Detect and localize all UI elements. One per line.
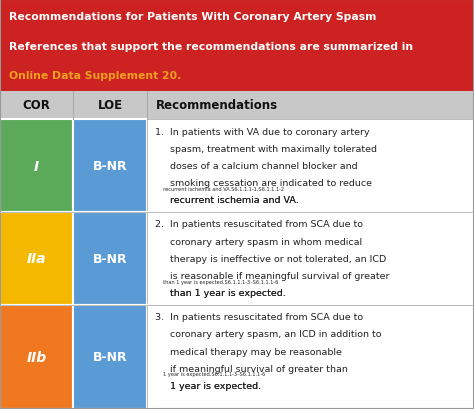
Text: smoking cessation are indicated to reduce: smoking cessation are indicated to reduc… [155, 179, 373, 188]
Text: than 1 year is expected.: than 1 year is expected. [155, 288, 286, 297]
FancyBboxPatch shape [73, 120, 147, 212]
Text: LOE: LOE [98, 99, 123, 112]
Text: I: I [34, 159, 39, 173]
FancyBboxPatch shape [0, 0, 474, 91]
Text: doses of a calcium channel blocker and: doses of a calcium channel blocker and [155, 162, 358, 171]
Text: recurrent ischemia and VA.: recurrent ischemia and VA. [155, 196, 299, 205]
Text: 1 year is expected.S6.1.1.1-3–S6.1.1.1-6: 1 year is expected.S6.1.1.1-3–S6.1.1.1-6 [155, 378, 264, 383]
Text: than 1 year is expected.: than 1 year is expected. [155, 288, 286, 297]
Text: References that support the recommendations are summarized in: References that support the recommendati… [9, 42, 413, 52]
Text: recurrent ischemia and VA.S6.1.1.1-1,S6.1.1.1-2: recurrent ischemia and VA.S6.1.1.1-1,S6.… [155, 187, 284, 191]
Text: 1 year is expected.: 1 year is expected. [155, 381, 262, 390]
FancyBboxPatch shape [0, 91, 474, 120]
Text: spasm, treatment with maximally tolerated: spasm, treatment with maximally tolerate… [155, 144, 377, 153]
Text: Online Data Supplement 20.: Online Data Supplement 20. [9, 71, 181, 81]
Text: 1 year is expected.S6.1.1.1-3–S6.1.1.1-6: 1 year is expected.S6.1.1.1-3–S6.1.1.1-6 [155, 372, 266, 377]
Text: coronary artery spasm, an ICD in addition to: coronary artery spasm, an ICD in additio… [155, 330, 382, 339]
Text: therapy is ineffective or not tolerated, an ICD: therapy is ineffective or not tolerated,… [155, 254, 387, 263]
Text: than 1 year is expected.S6.1.1.1-3–S6.1.1.1-6: than 1 year is expected.S6.1.1.1-3–S6.1.… [155, 279, 279, 284]
Text: if meaningful survival of greater than: if meaningful survival of greater than [155, 364, 348, 373]
Text: COR: COR [23, 99, 51, 112]
Text: recurrent ischemia and VA.: recurrent ischemia and VA. [155, 196, 299, 205]
Text: 2.  In patients resuscitated from SCA due to: 2. In patients resuscitated from SCA due… [155, 220, 364, 229]
Text: IIb: IIb [27, 350, 47, 364]
Text: 3.  In patients resuscitated from SCA due to: 3. In patients resuscitated from SCA due… [155, 312, 364, 321]
Text: recurrent ischemia and VA.S6.1.1.1-1,S6.1.1.1-2: recurrent ischemia and VA.S6.1.1.1-1,S6.… [155, 193, 283, 198]
FancyBboxPatch shape [0, 120, 73, 212]
Text: 1 year is expected.: 1 year is expected. [155, 381, 262, 390]
Text: than 1 year is expected.S6.1.1.1-3–S6.1.1.1-6: than 1 year is expected.S6.1.1.1-3–S6.1.… [155, 285, 276, 290]
Text: medical therapy may be reasonable: medical therapy may be reasonable [155, 347, 342, 356]
Text: IIa: IIa [27, 252, 46, 266]
FancyBboxPatch shape [147, 212, 474, 305]
Text: B-NR: B-NR [93, 351, 128, 364]
FancyBboxPatch shape [0, 305, 73, 409]
Text: B-NR: B-NR [93, 252, 128, 265]
FancyBboxPatch shape [0, 212, 73, 305]
Text: coronary artery spasm in whom medical: coronary artery spasm in whom medical [155, 237, 363, 246]
FancyBboxPatch shape [73, 305, 147, 409]
FancyBboxPatch shape [147, 305, 474, 409]
Text: B-NR: B-NR [93, 160, 128, 173]
Text: Recommendations: Recommendations [155, 99, 278, 112]
FancyBboxPatch shape [73, 212, 147, 305]
Text: is reasonable if meaningful survival of greater: is reasonable if meaningful survival of … [155, 271, 390, 280]
Text: Recommendations for Patients With Coronary Artery Spasm: Recommendations for Patients With Corona… [9, 12, 376, 22]
Text: 1.  In patients with VA due to coronary artery: 1. In patients with VA due to coronary a… [155, 127, 370, 136]
FancyBboxPatch shape [147, 120, 474, 212]
